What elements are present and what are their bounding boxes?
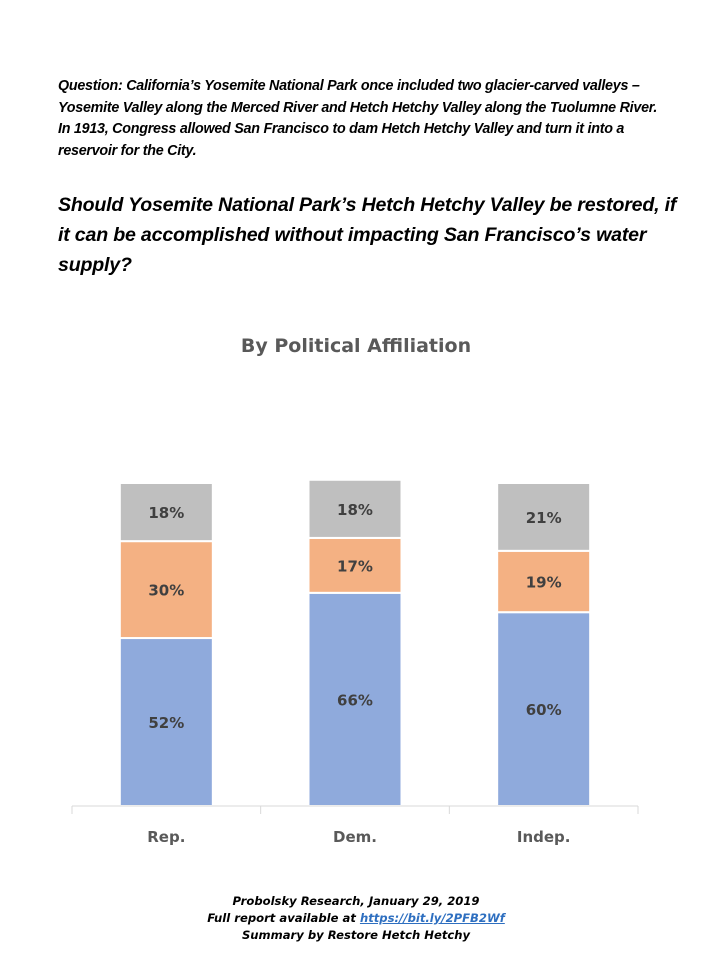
data-label: 18% — [148, 504, 184, 522]
x-tick-label: Indep. — [517, 828, 571, 846]
data-label: 17% — [337, 557, 373, 575]
footer-report-prefix: Full report available at — [207, 911, 360, 925]
data-label: 19% — [526, 574, 562, 592]
report-link[interactable]: https://bit.ly/2PFB2Wf — [359, 911, 505, 925]
survey-question: Should Yosemite National Park’s Hetch He… — [58, 194, 677, 276]
footer-report-line: Full report available at https://bit.ly/… — [0, 910, 712, 927]
bars-group: 52% 30% 18% 66% 17% 18% 60% 19% 21% — [118, 478, 592, 808]
bar-segment-indep-1 — [496, 611, 592, 808]
data-label: 66% — [337, 691, 373, 709]
data-label: 52% — [148, 714, 184, 732]
bar-segment-indep-2 — [496, 549, 592, 614]
data-label: 60% — [526, 701, 562, 719]
intro-paragraph: Question: California’s Yosemite National… — [58, 78, 658, 159]
footer-summary: Summary by Restore Hetch Hetchy — [241, 928, 471, 942]
footer-source: Probolsky Research, January 29, 2019 — [232, 894, 480, 908]
data-label: 21% — [526, 509, 562, 527]
bar-segment-dem-2 — [307, 536, 403, 594]
x-tick-label: Rep. — [147, 828, 185, 846]
bar-segment-rep-3 — [118, 482, 214, 543]
bar-segment-indep-3 — [496, 482, 592, 552]
x-tick-label: Dem. — [333, 828, 377, 846]
x-axis: Rep. Dem. Indep. — [71, 805, 639, 846]
data-label: 30% — [148, 582, 184, 600]
chart-title: By Political Affiliation — [240, 335, 472, 357]
data-label: 18% — [337, 501, 373, 519]
footer: Probolsky Research, January 29, 2019 Ful… — [0, 893, 712, 944]
bar-segment-dem-3 — [307, 478, 403, 539]
